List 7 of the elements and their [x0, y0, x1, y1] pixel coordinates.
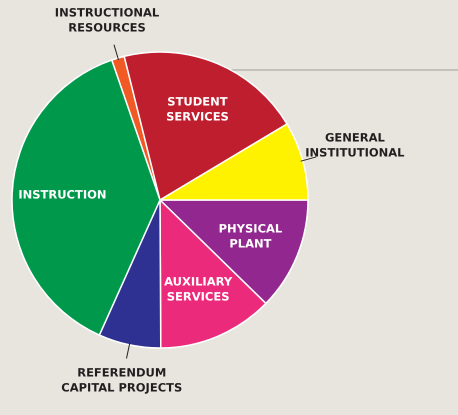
slice-label: INSTRUCTION	[18, 188, 107, 202]
slice-label: STUDENT SERVICES	[166, 94, 229, 124]
slice-label: REFERENDUM CAPITAL PROJECTS	[61, 365, 182, 394]
slice-label: INSTRUCTIONAL RESOURCES	[54, 6, 160, 35]
slice-label: PHYSICAL PLANT	[218, 222, 283, 251]
slice-label: AUXILIARY SERVICES	[164, 274, 233, 304]
slice-label: GENERAL INSTITUTIONAL	[305, 130, 406, 160]
